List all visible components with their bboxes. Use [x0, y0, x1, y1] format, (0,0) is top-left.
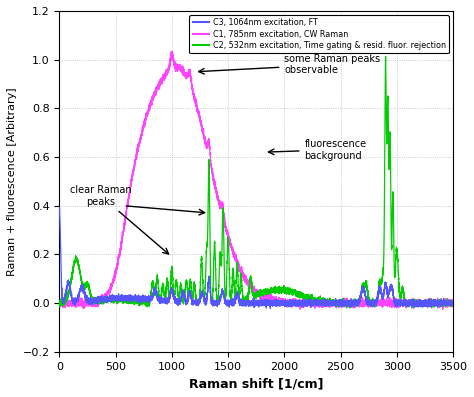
Text: fluorescence
background: fluorescence background: [268, 139, 367, 160]
Legend: C3, 1064nm excitation, FT, C1, 785nm excitation, CW Raman, C2, 532nm excitation,: C3, 1064nm excitation, FT, C1, 785nm exc…: [190, 15, 449, 53]
Text: some Raman peaks
observable: some Raman peaks observable: [199, 54, 381, 75]
X-axis label: Raman shift [1/cm]: Raman shift [1/cm]: [189, 377, 323, 390]
Y-axis label: Raman + fluorescence [Arbitrary]: Raman + fluorescence [Arbitrary]: [7, 87, 17, 276]
Text: clear Raman
peaks: clear Raman peaks: [70, 185, 169, 254]
